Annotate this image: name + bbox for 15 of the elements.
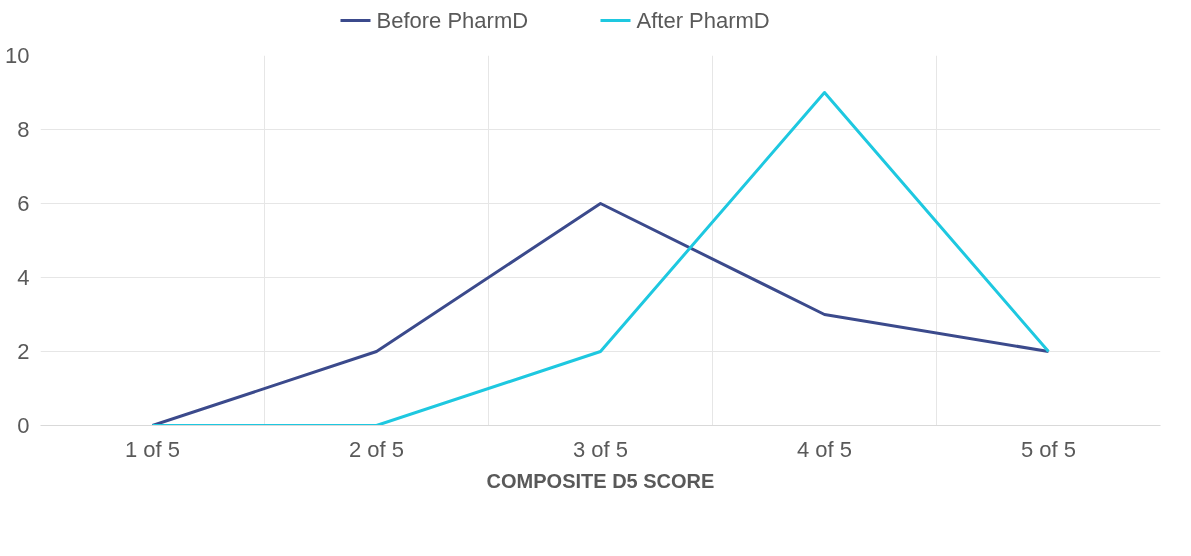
y-tick-label: 8 [17,117,30,142]
y-tick-label: 10 [5,43,30,68]
y-tick-label: 6 [17,191,30,216]
x-tick-label: 4 of 5 [796,436,853,462]
x-tick-label: 1 of 5 [124,436,181,462]
y-tick-label: 0 [17,413,30,438]
legend-label: After PharmD [636,8,770,33]
x-tick-label: 2 of 5 [348,436,405,462]
y-tick-label: 2 [17,339,30,364]
legend-label: Before PharmD [376,8,529,33]
line-series [151,202,1050,426]
x-tick-label: 3 of 5 [572,436,629,462]
y-tick-label: 4 [17,265,30,290]
x-axis-title: COMPOSITE D5 SCORE [486,469,715,492]
x-tick-label: 5 of 5 [1020,436,1077,462]
